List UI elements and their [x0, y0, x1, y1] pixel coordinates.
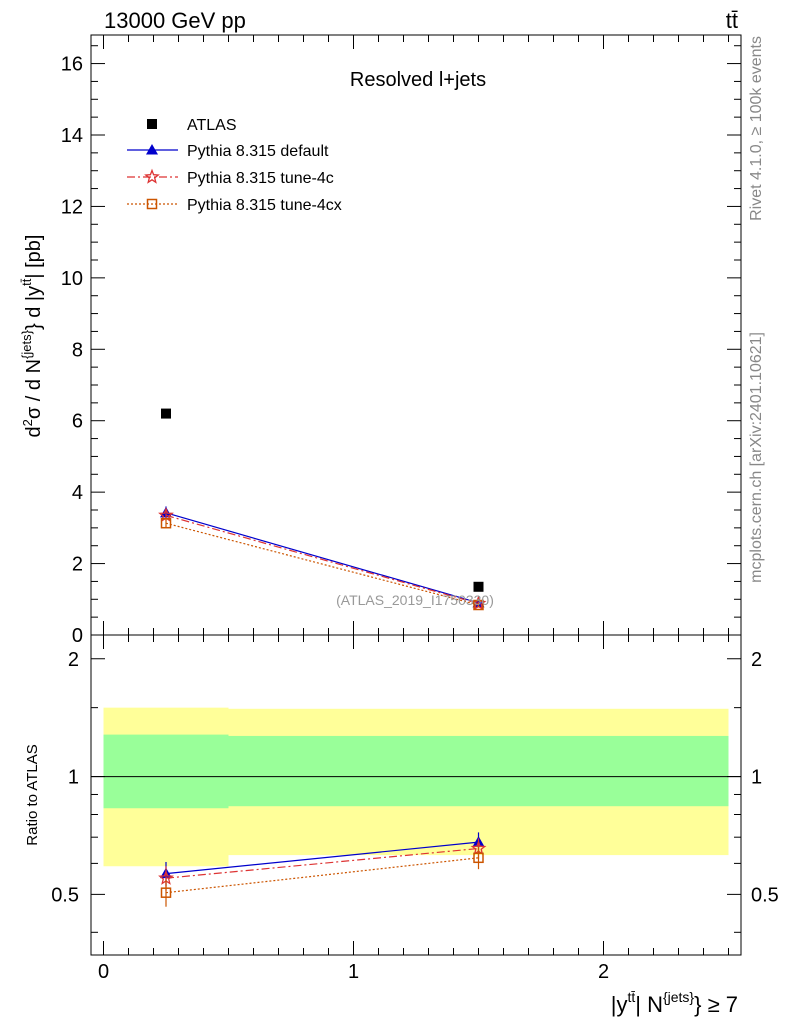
- main-data-point: [161, 408, 171, 419]
- ratio-uncertainty-bands: [91, 707, 741, 867]
- legend-marker: [146, 198, 158, 210]
- legend: ATLAS Pythia 8.315 default Pythia 8.315 tu…: [127, 117, 342, 214]
- ratio-band-inner: [228, 735, 729, 807]
- main-y-axis-label: d2σ / d N{jets}} d |ytt̄| [pb]: [19, 235, 45, 438]
- legend-marker: [144, 168, 160, 184]
- ratio-series-line: [165, 847, 479, 879]
- energy-label: 13000 GeV pp: [104, 8, 246, 33]
- legend-marker: [147, 119, 157, 129]
- y-tick-label: 10: [61, 268, 83, 290]
- x-tick-label: 1: [348, 961, 359, 983]
- ratio-data-point: [473, 852, 484, 864]
- y-tick-label: 0: [72, 625, 83, 647]
- ratio-tick-label-right: 2: [751, 649, 762, 671]
- legend-entry: Pythia 8.315 tune-4c: [127, 168, 334, 187]
- svg-text:|ytt̄| N{jets}} ≥ 7: |ytt̄| N{jets}} ≥ 7: [611, 989, 738, 1017]
- process-label: tt̄: [726, 8, 738, 33]
- x-tick-label: 2: [598, 961, 609, 983]
- legend-entry: Pythia 8.315 default: [127, 143, 329, 160]
- ratio-tick-label: 2: [68, 649, 79, 671]
- main-series-layer: [158, 408, 487, 611]
- mcplots-source-text: mcplots.cern.ch [arXiv:2401.10621]: [748, 332, 765, 583]
- main-series-line: [165, 514, 479, 605]
- main-y-axis: 0 2 4 6 8 10 12 14 16: [61, 45, 741, 647]
- main-data-point: [473, 581, 484, 592]
- main-data-point: [473, 599, 484, 611]
- y-tick-label: 14: [61, 125, 83, 147]
- y-tick-label: 8: [72, 339, 83, 361]
- y-tick-label: 4: [72, 482, 83, 504]
- legend-marker: [146, 144, 158, 155]
- svg-text:d2σ / d N{jets}} d |ytt̄| [pb]: d2σ / d N{jets}} d |ytt̄| [pb]: [19, 235, 45, 438]
- y-tick-label: 16: [61, 54, 83, 76]
- ratio-panel-frame: [90, 634, 742, 956]
- ratio-series-layer: [158, 832, 487, 907]
- legend-label: Pythia 8.315 tune-4cx: [187, 197, 342, 214]
- ratio-series-line: [165, 841, 479, 875]
- analysis-id: (ATLAS_2019_I1750330): [336, 592, 494, 608]
- main-series-line: [165, 512, 479, 604]
- legend-label: Pythia 8.315 tune-4c: [187, 170, 334, 187]
- plot-title: Resolved l+jets: [350, 69, 486, 91]
- x-axis-label: |ytt̄| N{jets}} ≥ 7: [611, 989, 738, 1017]
- rivet-version-text: Rivet 4.1.0, ≥ 100k events: [748, 36, 765, 221]
- ratio-band-inner: [103, 734, 229, 809]
- legend-entry: Pythia 8.315 tune-4cx: [127, 197, 342, 214]
- ratio-tick-label: 1: [68, 767, 79, 789]
- legend-label: Pythia 8.315 default: [187, 143, 329, 160]
- ratio-tick-label-right: 1: [751, 767, 762, 789]
- x-tick-label: 0: [98, 961, 109, 983]
- main-data-point: [160, 517, 172, 529]
- legend-entry: ATLAS: [147, 117, 237, 134]
- ratio-series-line: [165, 857, 479, 894]
- legend-label: ATLAS: [187, 117, 237, 134]
- ratio-y-axis-label: Ratio to ATLAS: [24, 744, 41, 845]
- y-tick-label: 12: [61, 196, 83, 218]
- x-axis: 0 1 2: [98, 35, 729, 983]
- main-series-line: [165, 522, 479, 606]
- y-tick-label: 2: [72, 554, 83, 576]
- y-tick-label: 6: [72, 411, 83, 433]
- ratio-tick-label: 0.5: [51, 884, 79, 906]
- ratio-tick-label-right: 0.5: [751, 884, 779, 906]
- ratio-y-axis: 0.5 0.5 1 1 2 2: [51, 649, 779, 933]
- ratio-data-point: [160, 887, 172, 898]
